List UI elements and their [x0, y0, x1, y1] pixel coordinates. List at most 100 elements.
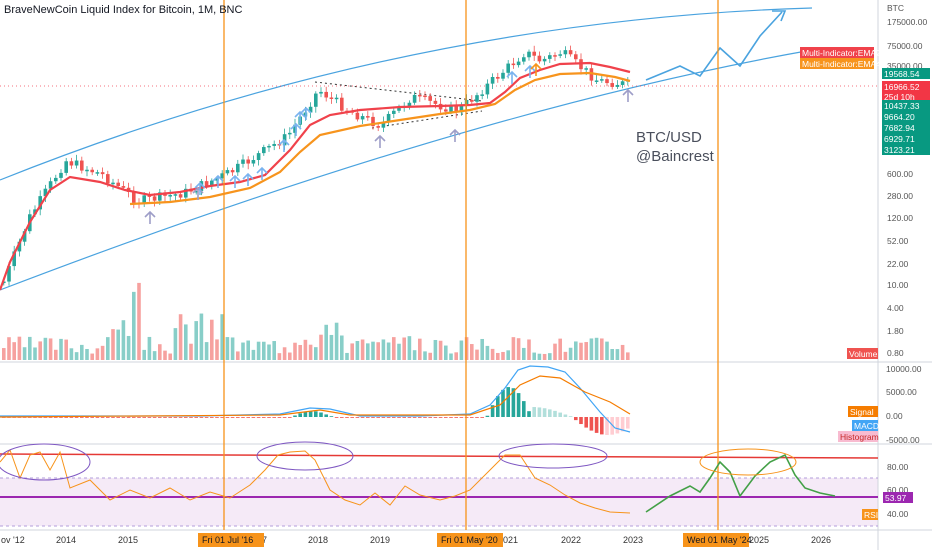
- macd-histogram-bar: [334, 417, 339, 418]
- price-tick-label: 52.00: [887, 236, 909, 246]
- macd-histogram-bar: [262, 417, 266, 418]
- macd-histogram-bar: [485, 415, 490, 417]
- candle-body: [594, 80, 599, 82]
- volume-bar: [386, 342, 391, 360]
- macd-histogram-bar: [402, 417, 406, 418]
- price-tag: 10437.33: [884, 101, 920, 111]
- volume-bar: [90, 353, 94, 360]
- time-axis-label: 2023: [623, 535, 643, 545]
- event-date-tag: Fri 01 May '20: [441, 535, 498, 545]
- ema-fast-line: [0, 61, 631, 291]
- macd-histogram-bar: [522, 401, 526, 417]
- macd-histogram-bar: [288, 417, 292, 418]
- candle-body: [501, 72, 505, 79]
- macd-histogram-bar: [204, 417, 209, 418]
- price-tag-bg: [882, 91, 930, 102]
- price-tick-label: 0.80: [887, 348, 904, 358]
- volume-bar: [194, 321, 198, 360]
- macd-histogram-bar: [241, 417, 245, 418]
- macd-histogram-bar: [329, 416, 334, 417]
- candle-body: [267, 145, 271, 148]
- candle-body: [490, 76, 495, 84]
- volume-bar: [293, 342, 297, 360]
- candle-body: [329, 97, 334, 99]
- macd-histogram-bar: [69, 417, 74, 418]
- histogram-label: Histogram: [840, 432, 879, 442]
- macd-tick-label: 5000.00: [886, 387, 917, 397]
- volume-bar: [38, 341, 42, 360]
- macd-histogram-bar: [501, 389, 505, 417]
- volume-bar: [444, 345, 448, 360]
- macd-histogram-bar: [605, 417, 609, 435]
- watermark: BTC/USD @Baincrest: [636, 128, 714, 166]
- price-tick-label: 22.00: [887, 259, 909, 269]
- macd-histogram-bar: [251, 417, 256, 418]
- time-axis-label: 2025: [749, 535, 769, 545]
- candle-body: [589, 68, 594, 81]
- volume-bar: [360, 339, 365, 360]
- macd-histogram-bar: [475, 417, 479, 418]
- macd-histogram-bar: [100, 417, 105, 418]
- candle-body: [527, 51, 531, 58]
- volume-bar: [288, 352, 292, 360]
- candle-body: [563, 50, 568, 55]
- volume-bar: [371, 341, 375, 360]
- macd-histogram-bar: [433, 417, 438, 418]
- macd-histogram-bar: [298, 413, 302, 417]
- candle-body: [470, 99, 474, 102]
- candle-body: [85, 169, 89, 172]
- rsi-tick-label: 40.00: [887, 509, 909, 519]
- macd-histogram-bar: [511, 388, 516, 417]
- candle-body: [558, 54, 562, 56]
- volume-bar: [522, 347, 526, 360]
- volume-bar: [111, 329, 115, 360]
- candle-body: [199, 181, 204, 191]
- volume-bar: [532, 352, 536, 360]
- macd-histogram-bar: [173, 417, 178, 418]
- candle-body: [100, 172, 105, 175]
- volume-bar: [230, 337, 235, 360]
- ema-slow-line: [129, 71, 631, 206]
- candle-body: [204, 181, 209, 187]
- candle-body: [132, 191, 136, 203]
- macd-histogram-bar: [199, 417, 204, 418]
- candle-body: [33, 209, 37, 215]
- watermark-author: @Baincrest: [636, 148, 714, 165]
- volume-bar: [579, 342, 583, 360]
- candle-body: [542, 58, 547, 62]
- candle-body: [620, 81, 625, 85]
- candle-body: [220, 173, 224, 179]
- macd-line: [0, 365, 631, 433]
- candle-body: [236, 163, 240, 173]
- volume-bar: [423, 351, 427, 360]
- volume-bar: [433, 339, 438, 360]
- volume-bar: [33, 347, 37, 360]
- chart-title: BraveNewCoin Liquid Index for Bitcoin, 1…: [4, 4, 243, 16]
- volume-bar: [407, 336, 412, 360]
- macd-histogram-bar: [558, 412, 562, 417]
- volume-bar: [340, 335, 344, 360]
- volume-bar: [594, 337, 599, 360]
- channel-lower-line: [0, 49, 813, 291]
- macd-histogram-bar: [137, 417, 141, 418]
- macd-histogram-bar: [620, 417, 625, 432]
- macd-histogram-bar: [459, 417, 464, 418]
- candle-body: [433, 100, 438, 104]
- volume-bar: [470, 344, 474, 360]
- volume-bar: [605, 341, 609, 360]
- candle-body: [475, 95, 479, 102]
- candle-body: [272, 143, 276, 146]
- candle-body: [532, 51, 536, 56]
- volume-bar: [132, 291, 136, 360]
- blue-up-arrow: [194, 181, 206, 195]
- macd-histogram-bar: [59, 417, 63, 418]
- volume-bar: [626, 352, 630, 360]
- candle-body: [69, 161, 74, 166]
- volume-bar: [397, 343, 401, 360]
- candle-body: [111, 182, 115, 185]
- volume-bar: [251, 349, 256, 360]
- volume-bar: [392, 337, 396, 360]
- candle-body: [173, 194, 178, 196]
- volume-bar: [142, 349, 146, 360]
- volume-bar: [548, 353, 552, 360]
